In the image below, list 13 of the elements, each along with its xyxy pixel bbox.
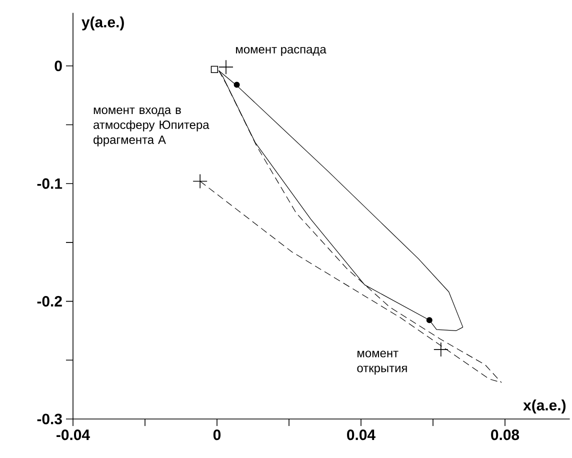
y-tick-label: -0.3 [37,414,62,424]
x-tick-label: 0.04 [347,430,376,440]
y-tick-label: 0 [54,60,62,72]
x-axis-title: x(а.е.) [523,400,566,414]
y-tick-label: -0.2 [37,296,62,307]
x-tick-label: -0.04 [56,430,90,440]
x-tick-label: 0.08 [491,430,520,440]
annotation: момент открытия [357,350,407,375]
annotation: момент распада [236,46,326,56]
y-axis-title: y(а.е.) [82,16,124,30]
x-tick-label: 0 [213,430,221,440]
y-tick-label: -0.1 [37,178,62,189]
annotation: момент входа в атмосферу Юпитера фрагмента А [94,108,210,146]
